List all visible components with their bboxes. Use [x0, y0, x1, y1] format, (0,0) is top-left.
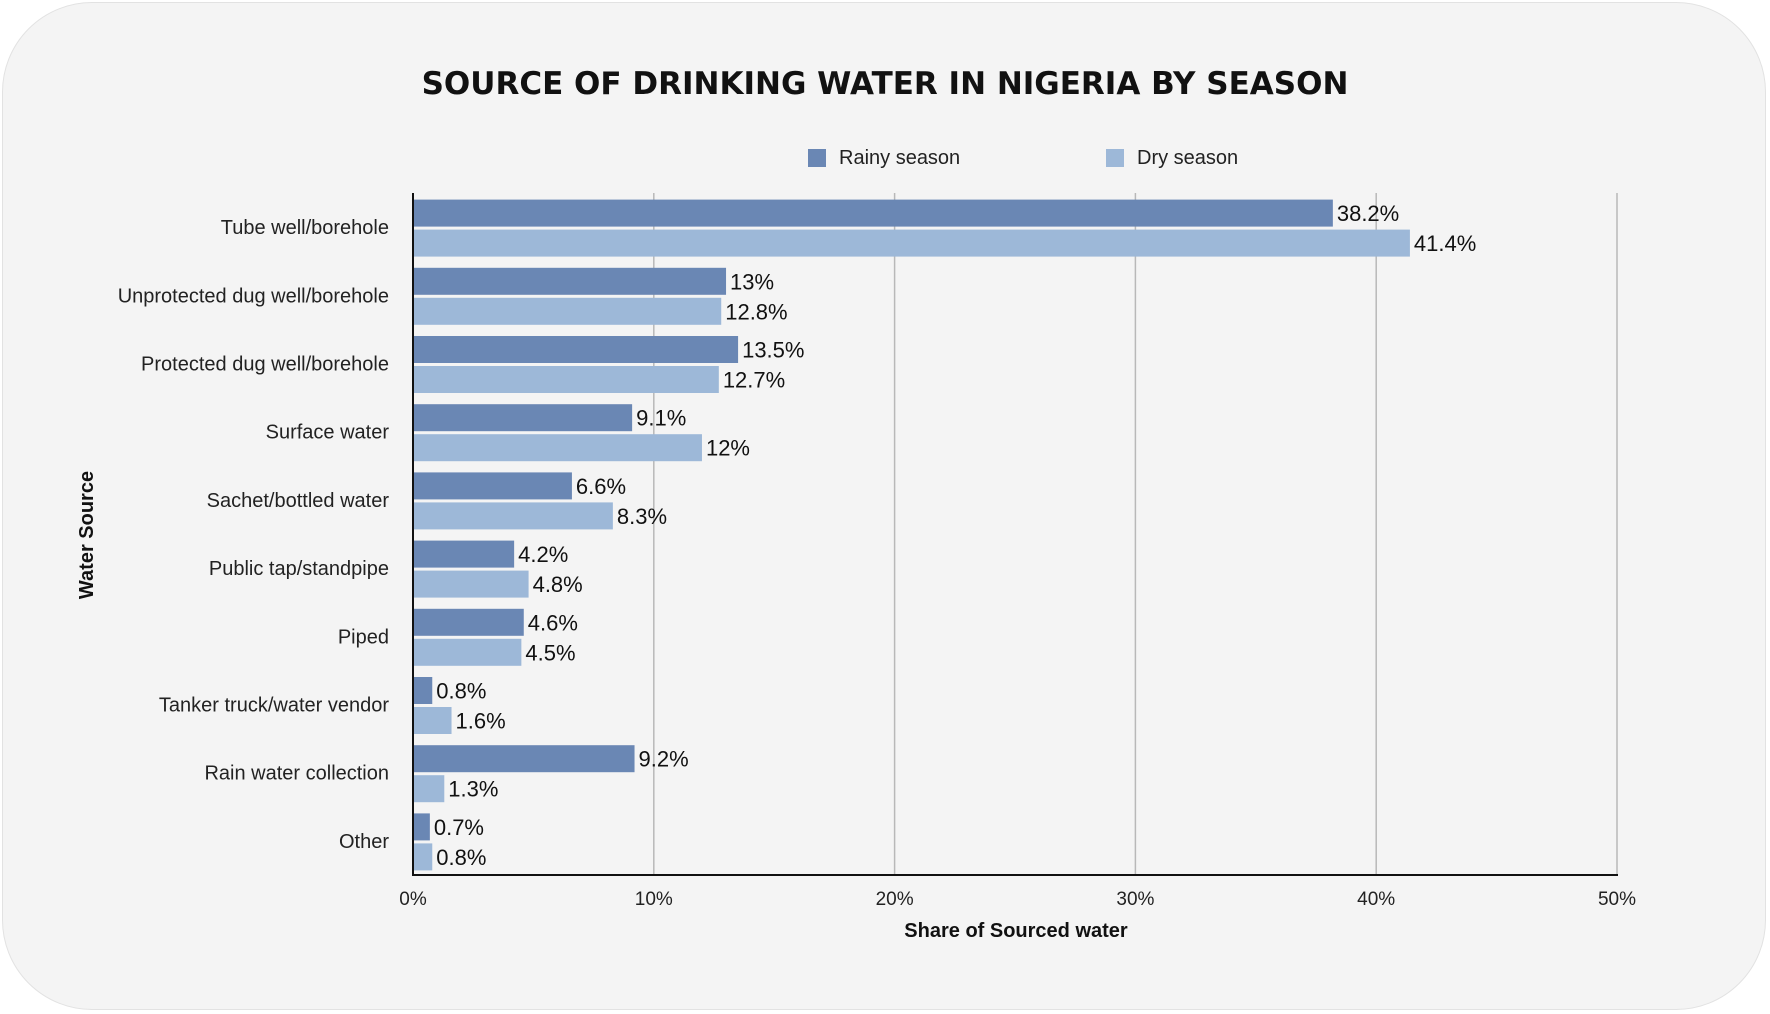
legend-label-rainy: Rainy season	[839, 146, 961, 169]
x-tick-label: 10%	[635, 889, 673, 910]
value-label-rainy: 4.2%	[518, 542, 568, 567]
value-label-dry: 12.8%	[725, 299, 787, 324]
value-label-dry: 12.7%	[723, 368, 785, 393]
value-label-rainy: 6.6%	[576, 474, 626, 499]
labels: 0% 10% 20% 30% 40% 50% Tube well/borehole 38.2%…	[118, 201, 1636, 910]
bar-rainy	[413, 813, 430, 841]
value-label-rainy: 0.7%	[434, 815, 484, 840]
bar-dry	[413, 570, 529, 598]
value-label-dry: 4.5%	[525, 640, 575, 665]
value-label-dry: 0.8%	[436, 845, 486, 870]
category-label: Rain water collection	[204, 763, 389, 785]
value-label-dry: 12%	[706, 436, 750, 461]
x-tick-label: 30%	[1116, 889, 1154, 910]
x-tick-label: 0%	[399, 889, 427, 910]
bar-rainy	[413, 540, 515, 568]
legend-label-dry: Dry season	[1137, 146, 1239, 169]
category-label: Surface water	[266, 422, 390, 444]
bar-rainy	[413, 472, 572, 500]
category-label: Tanker truck/water vendor	[159, 695, 389, 717]
bar-rainy	[413, 677, 433, 704]
axes	[412, 193, 1618, 876]
bars	[413, 199, 1410, 871]
bar-dry	[413, 297, 722, 325]
value-label-rainy: 4.6%	[528, 610, 578, 635]
bar-dry	[413, 843, 433, 871]
category-label: Public tap/standpipe	[209, 558, 389, 580]
bar-dry	[413, 229, 1410, 257]
value-label-dry: 1.6%	[456, 709, 506, 734]
legend-item-dry: Dry season	[1106, 145, 1238, 171]
legend-swatch-dry	[1106, 149, 1124, 167]
y-axis-title: Water Source	[76, 471, 98, 599]
x-tick-label: 40%	[1357, 889, 1395, 910]
gridlines	[653, 193, 1618, 875]
value-label-dry: 8.3%	[617, 504, 667, 529]
bar-dry	[413, 707, 452, 734]
x-tick-label: 50%	[1598, 889, 1636, 910]
bar-dry	[413, 434, 702, 462]
value-label-rainy: 9.1%	[636, 406, 686, 431]
value-label-rainy: 13%	[730, 269, 774, 294]
value-label-rainy: 38.2%	[1337, 201, 1399, 226]
value-label-dry: 41.4%	[1414, 231, 1476, 256]
category-label: Protected dug well/borehole	[141, 354, 389, 376]
bar-dry	[413, 638, 522, 666]
chart-title: SOURCE OF DRINKING WATER IN NIGERIA BY S…	[421, 66, 1349, 102]
bar-dry	[413, 502, 613, 530]
bar-dry	[413, 366, 719, 393]
value-label-rainy: 9.2%	[639, 747, 689, 772]
bar-rainy	[413, 745, 635, 773]
bar-rainy	[413, 336, 739, 363]
x-tick-label: 20%	[876, 889, 914, 910]
legend-swatch-rainy	[808, 149, 826, 167]
category-label: Other	[339, 831, 389, 853]
bar-rainy	[413, 404, 633, 432]
bar-rainy	[413, 199, 1333, 227]
category-label: Piped	[338, 626, 389, 648]
bar-dry	[413, 775, 445, 803]
bar-rainy	[413, 608, 524, 636]
bar-rainy	[413, 267, 727, 295]
value-label-rainy: 13.5%	[742, 338, 804, 363]
legend-item-rainy: Rainy season	[808, 145, 960, 171]
value-label-rainy: 0.8%	[436, 679, 486, 704]
value-label-dry: 1.3%	[448, 777, 498, 802]
value-label-dry: 4.8%	[533, 572, 583, 597]
category-label: Tube well/borehole	[221, 217, 389, 239]
x-axis-title: Share of Sourced water	[904, 920, 1128, 942]
category-label: Sachet/bottled water	[207, 490, 390, 512]
category-label: Unprotected dug well/borehole	[118, 285, 389, 307]
